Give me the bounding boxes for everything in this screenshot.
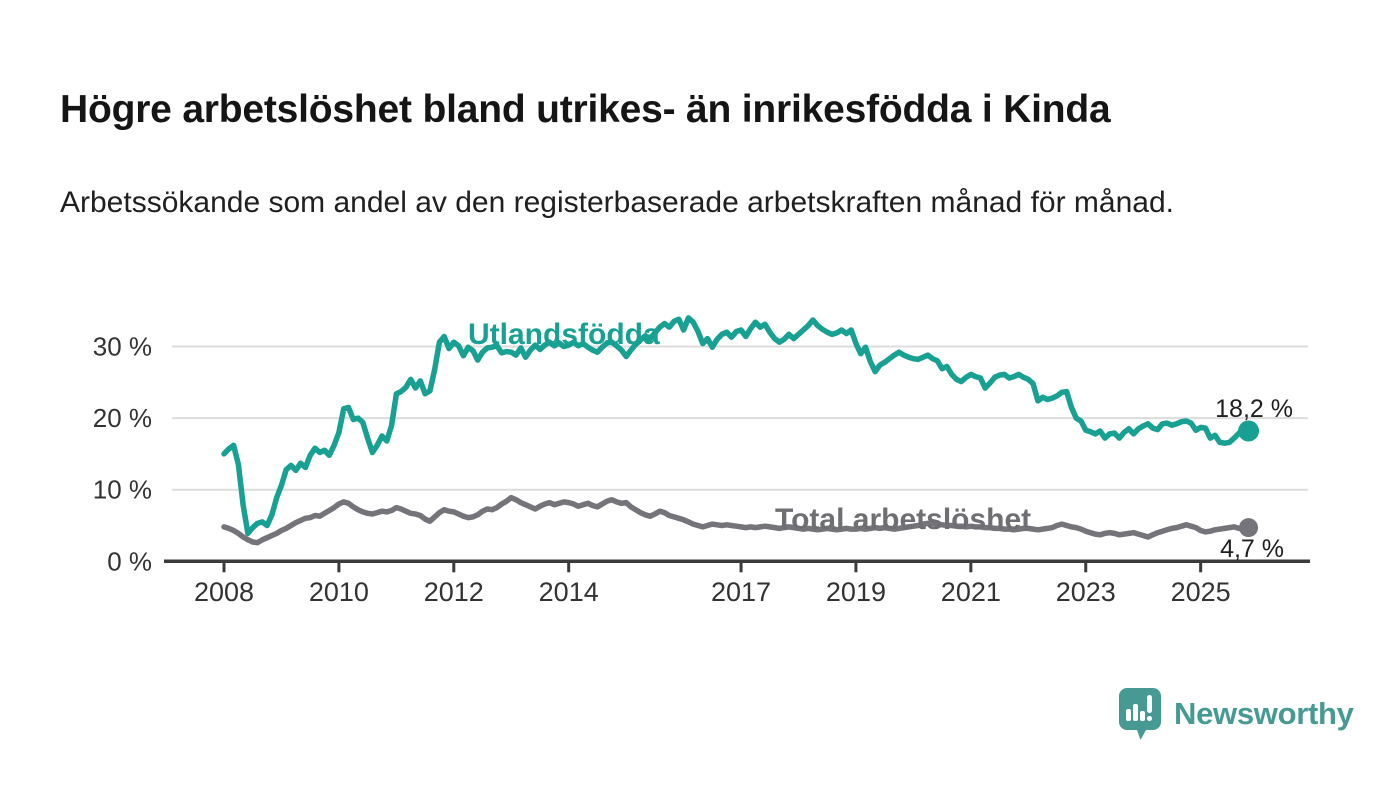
y-axis-label-20: 20 % [93,403,152,433]
series-label-0: Utlandsfödda [468,318,660,351]
x-axis-label-2021: 2021 [941,577,1001,607]
newsworthy-logo-text: Newsworthy [1174,696,1354,731]
y-axis-label-0: 0 % [107,546,152,576]
x-axis-label-2012: 2012 [424,577,484,607]
series-end-value-0: 18,2 % [1215,395,1293,423]
series-end-dot-0 [1238,420,1260,442]
y-axis-label-10: 10 % [93,475,152,505]
x-axis-label-2023: 2023 [1056,577,1116,607]
x-axis-label-2025: 2025 [1171,577,1231,607]
series-end-value-1: 4,7 % [1220,535,1284,563]
series-end-dot-1 [1239,518,1259,538]
newsworthy-logo-icon [1119,688,1161,740]
x-axis-label-2008: 2008 [194,577,254,607]
x-axis-label-2010: 2010 [309,577,369,607]
y-axis-label-30: 30 % [93,332,152,362]
series-label-1: Total arbetslöshet [775,503,1031,536]
series-line-1 [221,494,1252,546]
x-axis-label-2019: 2019 [826,577,886,607]
x-axis-label-2014: 2014 [539,577,599,607]
bar-chart-glyph [1126,695,1152,721]
page-subtitle: Arbetssökande som andel av den registerb… [60,186,1174,219]
page-title: Högre arbetslöshet bland utrikes- än inr… [60,88,1111,132]
newsworthy-logo: Newsworthy [1117,686,1354,742]
series-line-0 [221,315,1252,537]
x-axis-label-2017: 2017 [711,577,771,607]
